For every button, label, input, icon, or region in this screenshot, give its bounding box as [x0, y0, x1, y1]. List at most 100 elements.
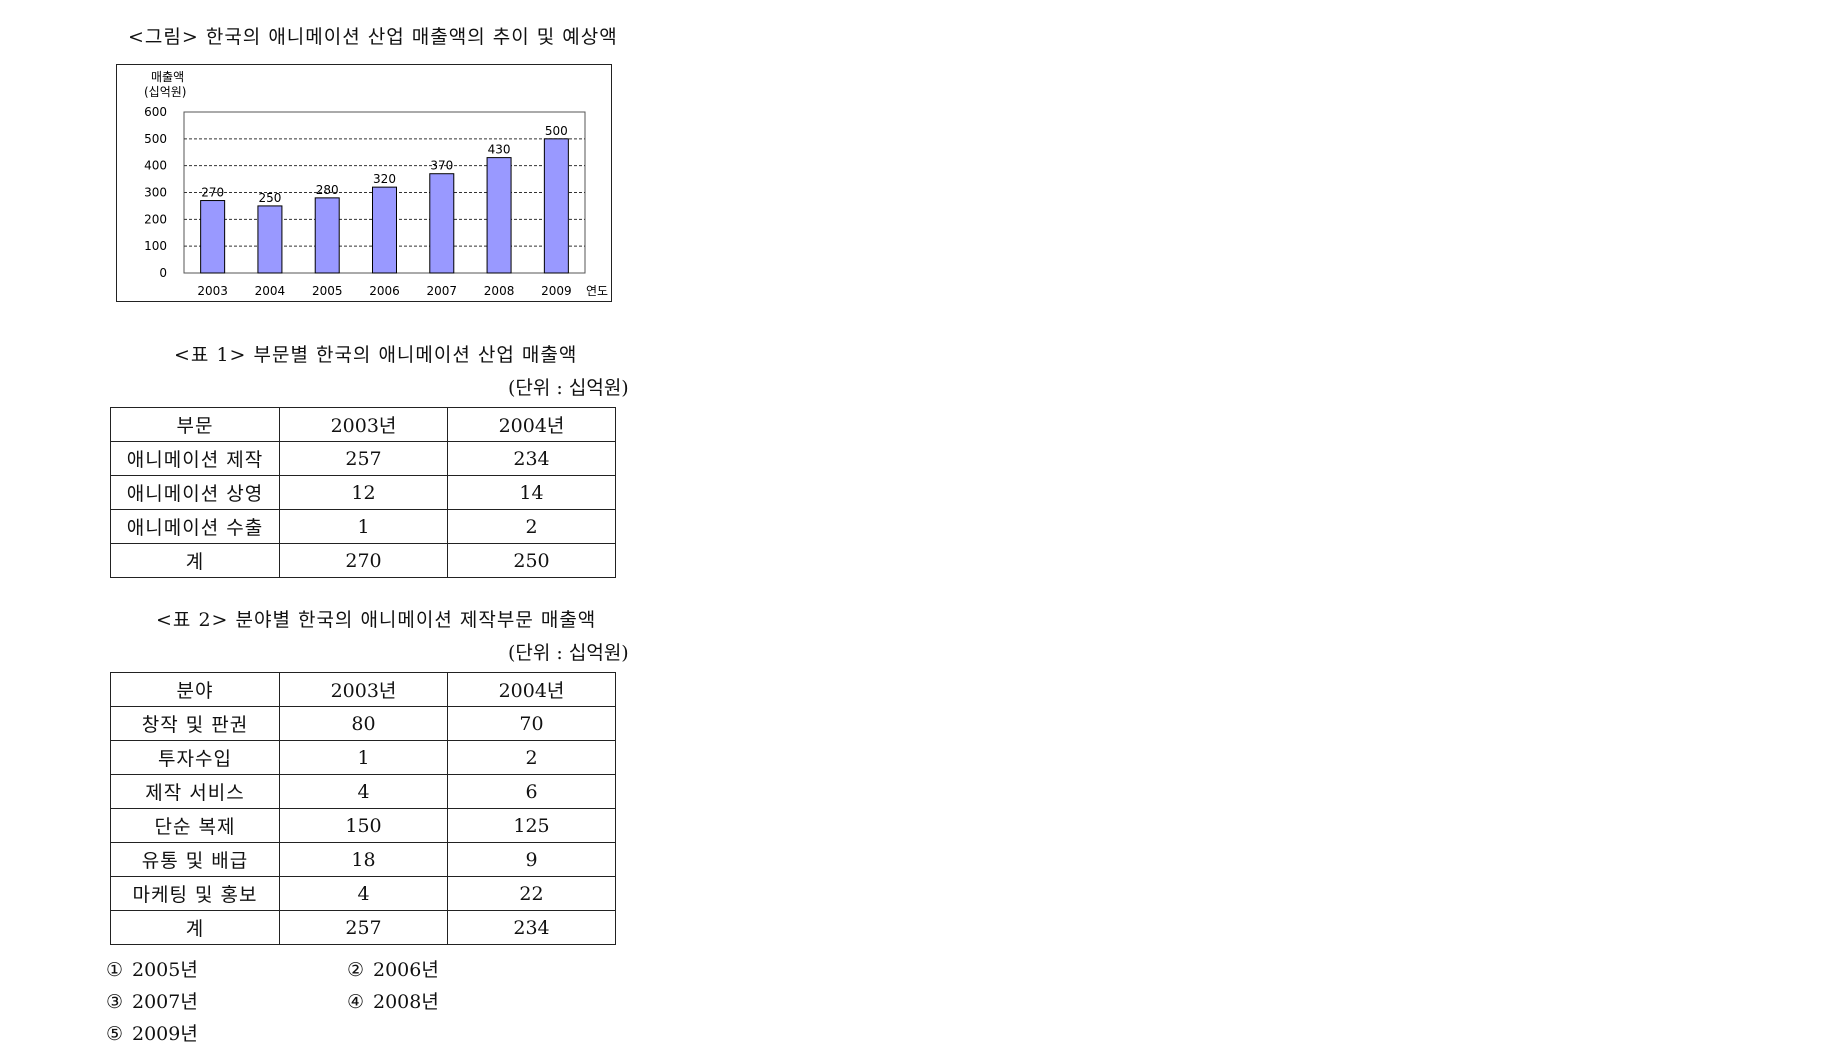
- table1-header-row: 부문 2003년 2004년: [111, 408, 616, 442]
- x-tick-label: 2004: [255, 284, 286, 298]
- table2-cell: 9: [448, 843, 616, 877]
- x-tick-labels: 2003 2004 2005 2006 2007 2008 2009: [197, 284, 571, 298]
- table2-cell: 80: [280, 707, 448, 741]
- table2-unit: (단위 : 십억원): [508, 638, 629, 665]
- table2-cell: 234: [448, 911, 616, 945]
- table1-row: 계 270 250: [111, 544, 616, 578]
- y-tick-label: 500: [144, 132, 167, 146]
- table2-row: 마케팅 및 홍보 4 22: [111, 877, 616, 911]
- data-label-2007: 370: [430, 159, 453, 173]
- table1-cell: 애니메이션 상영: [111, 476, 280, 510]
- y-tick-label: 300: [144, 186, 167, 200]
- table1-cell: 애니메이션 수출: [111, 510, 280, 544]
- choice-5[interactable]: ⑤ 2009년: [106, 1019, 198, 1046]
- figure-title: <그림> 한국의 애니메이션 산업 매출액의 추이 및 예상액: [128, 22, 618, 49]
- data-label-2006: 320: [373, 172, 396, 186]
- choice-4-text: 2008년: [373, 991, 439, 1013]
- table1-row: 애니메이션 제작 257 234: [111, 442, 616, 476]
- x-tick-label: 2006: [369, 284, 400, 298]
- y-axis-unit: (십억원): [144, 85, 186, 99]
- choice-5-mark: ⑤: [106, 1023, 132, 1045]
- choice-5-text: 2009년: [132, 1023, 198, 1045]
- table2-cell: 150: [280, 809, 448, 843]
- choice-1-mark: ①: [106, 959, 132, 981]
- table2-cell: 창작 및 판권: [111, 707, 280, 741]
- table1-unit: (단위 : 십억원): [508, 373, 629, 400]
- data-label-2005: 280: [316, 183, 339, 197]
- x-tick-label: 2005: [312, 284, 343, 298]
- y-tick-labels: 0 100 200 300 400 500 600: [144, 105, 167, 280]
- table2-cell: 4: [280, 775, 448, 809]
- table2-cell: 6: [448, 775, 616, 809]
- choice-2[interactable]: ② 2006년: [347, 955, 439, 982]
- bar-2003: [201, 201, 225, 273]
- choice-1[interactable]: ① 2005년: [106, 955, 198, 982]
- bar-chart: 매출액 (십억원) 0 100 200 300 400 500 600 270 250 280 3…: [116, 64, 612, 302]
- table2-row: 투자수입 1 2: [111, 741, 616, 775]
- x-tick-label: 2003: [197, 284, 228, 298]
- choice-4[interactable]: ④ 2008년: [347, 987, 439, 1014]
- table1-cell: 계: [111, 544, 280, 578]
- x-tick-label: 2009: [541, 284, 572, 298]
- bar-2008: [487, 158, 511, 273]
- table1-title: <표 1> 부문별 한국의 애니메이션 산업 매출액: [174, 340, 577, 367]
- table2-cell: 1: [280, 741, 448, 775]
- data-label-2003: 270: [201, 186, 224, 200]
- table2-cell: 단순 복제: [111, 809, 280, 843]
- y-tick-label: 600: [144, 105, 167, 119]
- table2: 분야 2003년 2004년 창작 및 판권 80 70 투자수입 1 2 제작 서비스 4 6 단순 …: [110, 672, 616, 945]
- choice-4-mark: ④: [347, 991, 373, 1013]
- table2-cell: 18: [280, 843, 448, 877]
- table2-cell: 제작 서비스: [111, 775, 280, 809]
- choice-3-mark: ③: [106, 991, 132, 1013]
- bars: [201, 139, 569, 273]
- bar-2006: [373, 187, 397, 273]
- table1-cell: 270: [280, 544, 448, 578]
- choice-2-mark: ②: [347, 959, 373, 981]
- x-axis-label: 연도: [586, 284, 608, 298]
- bar-chart-svg: 매출액 (십억원) 0 100 200 300 400 500 600 270 250 280 3…: [117, 65, 611, 301]
- table1-cell: 2: [448, 510, 616, 544]
- table2-cell: 125: [448, 809, 616, 843]
- table2-header-cell: 분야: [111, 673, 280, 707]
- table1-row: 애니메이션 상영 12 14: [111, 476, 616, 510]
- table2-cell: 70: [448, 707, 616, 741]
- table2-cell: 257: [280, 911, 448, 945]
- table2-header-row: 분야 2003년 2004년: [111, 673, 616, 707]
- choice-2-text: 2006년: [373, 959, 439, 981]
- table2-title: <표 2> 분야별 한국의 애니메이션 제작부문 매출액: [156, 605, 596, 632]
- table2-row: 유통 및 배급 18 9: [111, 843, 616, 877]
- table1-header-cell: 2003년: [280, 408, 448, 442]
- table1-row: 애니메이션 수출 1 2: [111, 510, 616, 544]
- table2-cell: 계: [111, 911, 280, 945]
- table2-cell: 22: [448, 877, 616, 911]
- table2-cell: 2: [448, 741, 616, 775]
- choice-1-text: 2005년: [132, 959, 198, 981]
- table1-cell: 234: [448, 442, 616, 476]
- table1: 부문 2003년 2004년 애니메이션 제작 257 234 애니메이션 상영 12 14 애니…: [110, 407, 616, 578]
- table2-row: 계 257 234: [111, 911, 616, 945]
- table2-cell: 4: [280, 877, 448, 911]
- table2-row: 단순 복제 150 125: [111, 809, 616, 843]
- y-tick-label: 100: [144, 239, 167, 253]
- data-label-2008: 430: [488, 143, 511, 157]
- table2-header-cell: 2003년: [280, 673, 448, 707]
- bar-2009: [544, 139, 568, 273]
- table2-header-cell: 2004년: [448, 673, 616, 707]
- table1-cell: 250: [448, 544, 616, 578]
- table2-cell: 마케팅 및 홍보: [111, 877, 280, 911]
- table1-header-cell: 부문: [111, 408, 280, 442]
- x-tick-label: 2007: [427, 284, 458, 298]
- data-label-2009: 500: [545, 124, 568, 138]
- table1-cell: 12: [280, 476, 448, 510]
- table2-cell: 투자수입: [111, 741, 280, 775]
- table1-cell: 애니메이션 제작: [111, 442, 280, 476]
- bar-2004: [258, 206, 282, 273]
- y-tick-label: 0: [159, 266, 167, 280]
- bar-2007: [430, 174, 454, 273]
- data-label-2004: 250: [258, 191, 281, 205]
- choice-3[interactable]: ③ 2007년: [106, 987, 198, 1014]
- y-tick-label: 400: [144, 159, 167, 173]
- table2-cell: 유통 및 배급: [111, 843, 280, 877]
- table2-row: 창작 및 판권 80 70: [111, 707, 616, 741]
